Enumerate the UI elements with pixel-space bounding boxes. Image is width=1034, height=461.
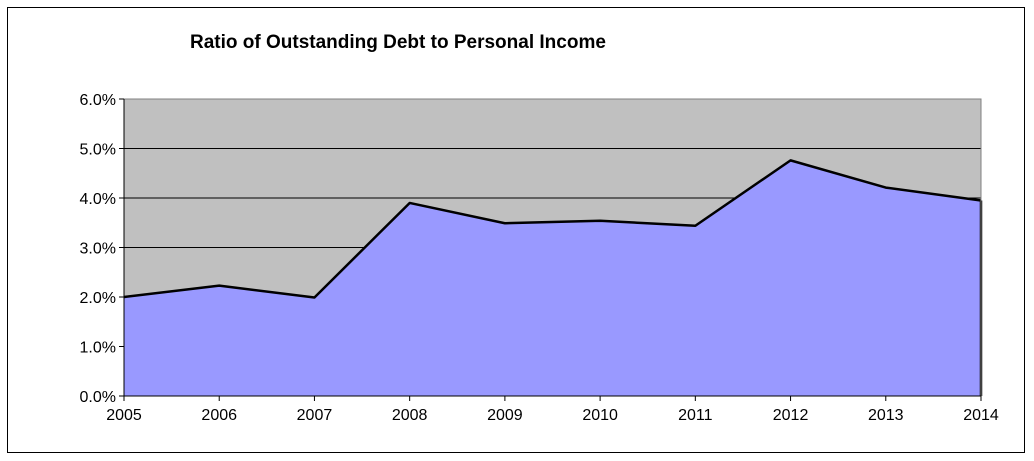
y-tick-label: 6.0% xyxy=(80,92,116,109)
y-axis-tick-labels: 0.0% 1.0% 2.0% 3.0% 4.0% 5.0% 6.0% xyxy=(80,92,116,406)
x-tick-label: 2005 xyxy=(106,407,142,424)
x-axis-tick-labels: 2005 2006 2007 2008 2009 2010 2011 2012 2013 2014 xyxy=(106,407,999,424)
area-fill xyxy=(124,160,981,396)
y-tick-label: 1.0% xyxy=(80,340,116,357)
y-tick-label: 5.0% xyxy=(80,142,116,159)
x-tick-label: 2007 xyxy=(297,407,333,424)
x-tick-label: 2010 xyxy=(582,407,618,424)
x-tick-label: 2009 xyxy=(487,407,523,424)
series-line xyxy=(123,159,982,299)
y-tick-label: 2.0% xyxy=(80,290,116,307)
x-tick-label: 2006 xyxy=(201,407,237,424)
x-tick-label: 2012 xyxy=(773,407,809,424)
y-tick-label: 3.0% xyxy=(80,241,116,258)
chart-title: Ratio of Outstanding Debt to Personal In… xyxy=(190,32,606,53)
y-tick-label: 0.0% xyxy=(80,389,116,406)
x-tick-label: 2013 xyxy=(868,407,904,424)
axes xyxy=(119,98,982,401)
x-tick-label: 2011 xyxy=(678,407,713,424)
x-tick-label: 2008 xyxy=(392,407,428,424)
x-tick-label: 2014 xyxy=(963,407,999,424)
y-tick-label: 4.0% xyxy=(80,191,116,208)
